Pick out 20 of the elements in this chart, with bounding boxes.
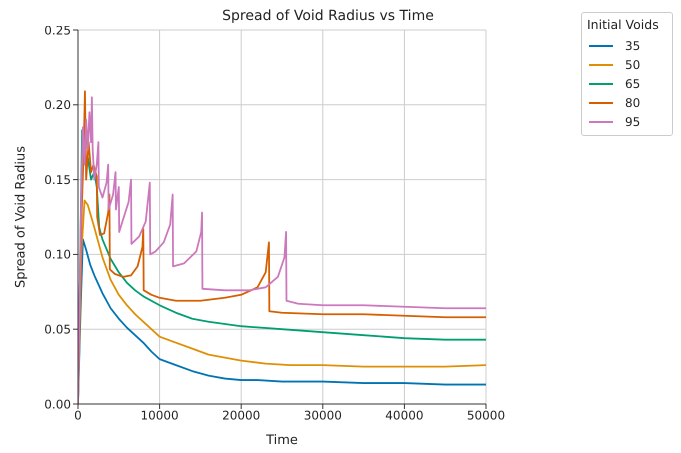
legend-label: 35	[625, 38, 640, 52]
legend-title: Initial Voids	[587, 17, 660, 32]
chart-title: Spread of Void Radius vs Time	[221, 8, 435, 26]
legend-label: 95	[625, 114, 640, 128]
x-tick-label: 50000	[466, 408, 506, 423]
x-tick-label: 10000	[140, 408, 179, 423]
y-tick-label: 0.05	[44, 322, 71, 336]
x-tick-label: 30000	[304, 408, 342, 423]
y-tick-label: 0.10	[44, 248, 71, 262]
legend-label: 80	[625, 96, 640, 110]
y-axis-title: Spread of Void Radius	[14, 146, 29, 288]
x-tick-label: 0	[74, 408, 82, 423]
legend-label: 65	[625, 76, 640, 90]
x-tick-label: 20000	[222, 408, 260, 423]
y-tick-label: 0.00	[44, 397, 71, 412]
y-tick-label: 0.20	[44, 98, 71, 112]
legend-label: 50	[625, 58, 640, 72]
y-tick-label: 0.15	[44, 172, 71, 187]
x-tick-label: 40000	[385, 408, 424, 423]
x-axis-title: Time	[265, 433, 298, 448]
